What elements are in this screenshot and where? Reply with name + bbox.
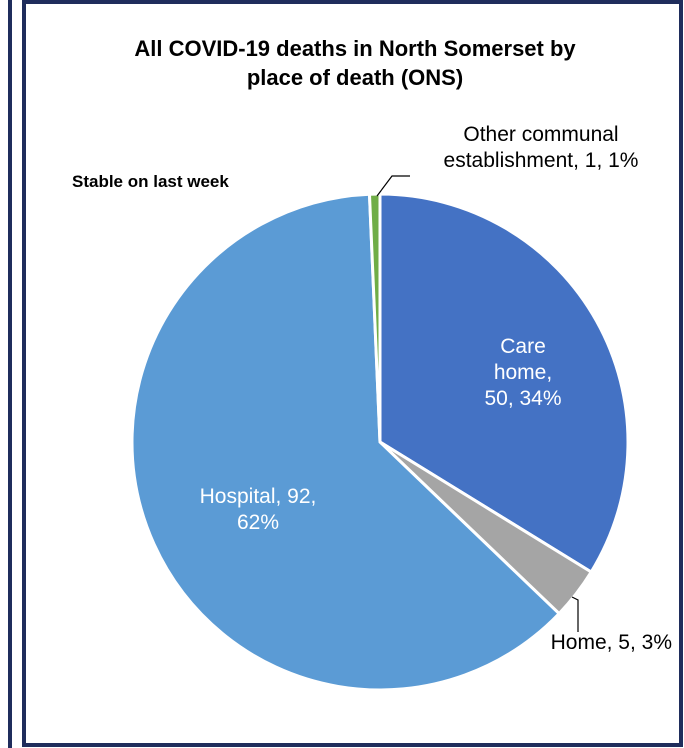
data-label: Hospital, 92, 62% [199,485,317,534]
pie-slice [378,192,630,575]
data-label: Care home, 50, 34% [484,335,562,410]
neighbor-panel [8,0,12,748]
panel-border [22,0,683,747]
leader-line [571,596,579,632]
data-label: Other communal establishment, 1, 1% [443,123,639,172]
pie [130,192,630,692]
leader-line [376,175,410,197]
annotation: Stable on last week [72,172,229,191]
pie-slice [367,192,382,443]
data-label: Home, 5, 3% [550,631,672,654]
chart-title: All COVID-19 deaths in North Somerset by… [134,36,576,90]
pie-slice [130,192,562,692]
